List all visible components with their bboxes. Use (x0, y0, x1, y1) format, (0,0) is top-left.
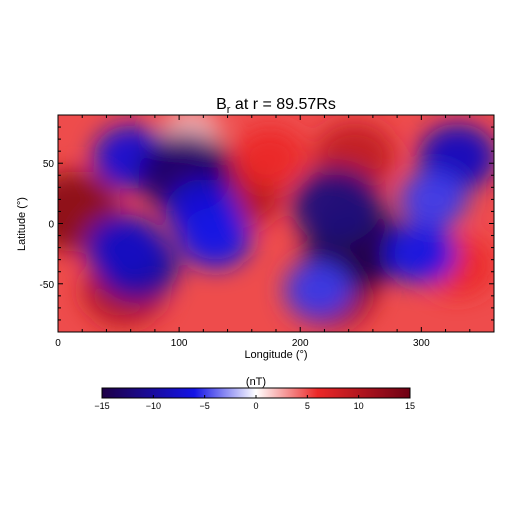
y-tick-label: 0 (48, 220, 54, 231)
field-region-16 (291, 166, 382, 245)
colorbar-tick-label: 15 (405, 401, 415, 411)
chart-title-rest: at r = 89.57Rs (230, 96, 335, 113)
colorbar-tick-label: −10 (146, 401, 161, 411)
field-region-5 (234, 126, 306, 188)
colorbar-tick-label: 5 (305, 401, 310, 411)
colorbar-tick-label: 0 (253, 401, 258, 411)
x-axis-ticks: 0 100 200 300 (55, 115, 495, 349)
y-axis-ticks: -50 0 50 (40, 114, 494, 333)
field-region-19 (399, 170, 468, 229)
field-region-17 (284, 260, 353, 319)
x-tick-label: 200 (292, 338, 309, 349)
colorbar-label: (nT) (246, 376, 266, 388)
x-tick-label: 100 (171, 338, 188, 349)
x-tick-label: 300 (413, 338, 430, 349)
x-tick-label: 0 (55, 338, 61, 349)
x-axis-label: Longitude (°) (244, 349, 307, 361)
chart-title-sub: r (227, 104, 231, 116)
chart-title: Br at r = 89.57Rs (216, 96, 336, 116)
y-tick-label: -50 (40, 280, 55, 291)
colorbar-tick-label: 10 (354, 401, 364, 411)
field-region-14 (85, 214, 164, 281)
field-regions (58, 115, 494, 329)
y-tick-label: 50 (43, 159, 55, 170)
colorbar-ticks: −15 −10 −5 0 5 10 15 (94, 395, 415, 411)
chart-title-main: B (216, 96, 227, 113)
colorbar-tick-label: −15 (94, 401, 109, 411)
field-region-12 (179, 207, 252, 269)
colorbar-tick-label: −5 (200, 401, 210, 411)
field-region-20 (385, 223, 457, 285)
plot-area (58, 115, 494, 332)
y-axis-label: Latitude (°) (16, 197, 28, 251)
